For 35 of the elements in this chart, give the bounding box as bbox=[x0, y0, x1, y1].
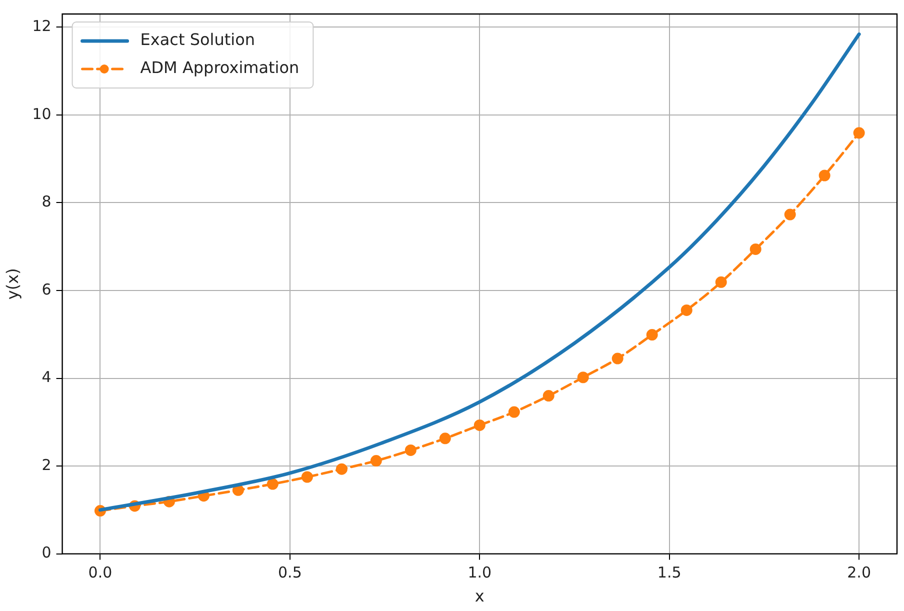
point bbox=[853, 127, 865, 139]
point bbox=[404, 444, 416, 456]
point bbox=[301, 471, 313, 483]
point bbox=[612, 352, 624, 364]
y-tick-label: 12 bbox=[32, 17, 52, 36]
point bbox=[232, 484, 244, 496]
point bbox=[370, 455, 382, 467]
point bbox=[266, 478, 278, 490]
legend-label: ADM Approximation bbox=[140, 58, 300, 78]
point bbox=[784, 208, 796, 220]
point bbox=[474, 419, 486, 431]
point bbox=[750, 243, 762, 255]
point bbox=[508, 406, 520, 418]
y-tick-label: 10 bbox=[32, 104, 52, 123]
x-tick-label: 2.0 bbox=[847, 564, 871, 582]
x-axis-title: x bbox=[474, 586, 484, 606]
y-tick-label: 4 bbox=[42, 368, 52, 386]
y-tick-label: 8 bbox=[42, 192, 52, 211]
y-tick-label: 2 bbox=[42, 456, 52, 474]
point bbox=[818, 170, 830, 182]
point bbox=[646, 329, 658, 341]
point bbox=[680, 304, 692, 316]
point bbox=[439, 432, 451, 444]
point bbox=[336, 463, 348, 475]
x-tick-label: 1.5 bbox=[657, 564, 682, 582]
y-tick-label: 6 bbox=[42, 280, 52, 298]
x-tick-label: 0.5 bbox=[278, 564, 302, 582]
x-tick-label: 1.0 bbox=[468, 564, 492, 582]
point bbox=[577, 372, 589, 384]
legend-label: Exact Solution bbox=[140, 30, 256, 50]
point bbox=[715, 276, 727, 288]
x-tick-label: 0.0 bbox=[88, 564, 112, 582]
y-axis-title: y(x) bbox=[2, 268, 22, 300]
y-tick-label: 0 bbox=[42, 544, 52, 562]
point bbox=[542, 390, 554, 402]
